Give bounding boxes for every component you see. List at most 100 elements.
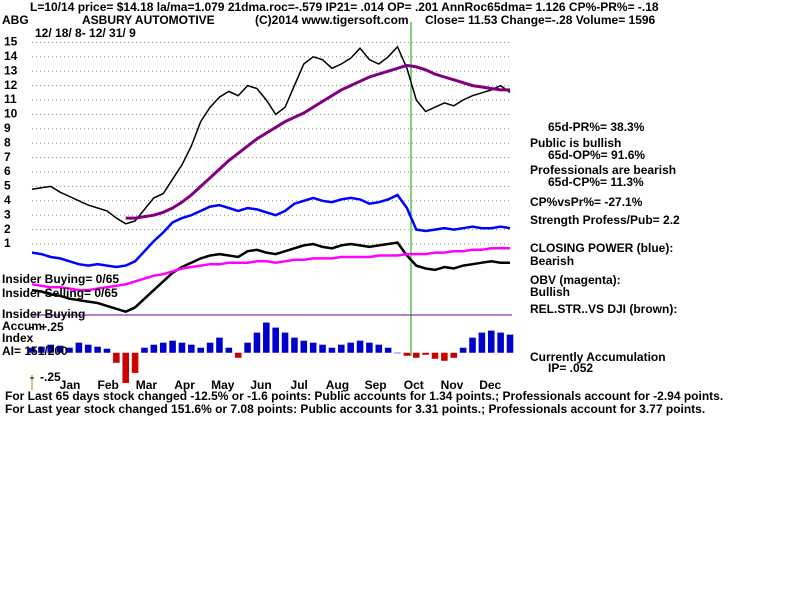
accum-bar	[487, 330, 495, 353]
symbol: ABG	[2, 13, 29, 27]
x-tick-label: Aug	[326, 378, 349, 392]
y-tick-label: 9	[4, 121, 11, 135]
accum-bar	[56, 345, 64, 353]
footer-line: For Last 65 days stock changed -12.5% or…	[5, 389, 723, 403]
accum-bar	[412, 352, 420, 358]
y-tick-label: 6	[4, 164, 11, 178]
company: ASBURY AUTOMOTIVE	[82, 13, 215, 27]
side-label: 65d-PR%= 38.3%	[548, 120, 645, 134]
y-tick-label: 15	[4, 35, 18, 49]
copyright: (C)2014 www.tigersoft.com	[255, 13, 409, 27]
accum-bar	[169, 340, 176, 353]
accum-bar	[338, 344, 345, 353]
accum-bar	[272, 327, 279, 353]
accum-bar	[441, 352, 448, 361]
y-tick-label: 8	[4, 135, 11, 149]
accum-bar	[244, 342, 251, 353]
y-tick-label: 2	[4, 222, 11, 236]
footer-line: For Last year stock changed 151.6% or 7.…	[5, 402, 705, 416]
accum-bar	[188, 344, 195, 353]
accum-bar	[84, 344, 92, 353]
accum-bar	[459, 347, 467, 353]
accum-bar	[197, 347, 204, 353]
accum-bar	[253, 332, 261, 353]
accum-bar	[394, 352, 401, 354]
x-tick-label: May	[211, 378, 235, 392]
x-tick-label: Feb	[98, 378, 119, 392]
side-label: Currently Accumulation	[530, 350, 666, 364]
series-line	[31, 247, 510, 292]
side-label: Bearish	[530, 254, 574, 268]
x-tick-label: Jul	[291, 378, 308, 392]
insider-label: Accum	[2, 319, 42, 333]
quote: Close= 11.53 Change=-.28 Volume= 1596	[425, 13, 656, 27]
y-tick-label: 10	[4, 107, 18, 121]
accum-bar	[234, 352, 242, 358]
accum-bar	[94, 346, 101, 353]
header-line: L=10/14 price= $14.18 la/ma=1.079 21dma.…	[30, 0, 659, 14]
y-tick-label: 14	[4, 49, 18, 63]
accum-bar	[497, 332, 504, 353]
date-range: 12/ 18/ 8- 12/ 31/ 9	[35, 26, 136, 40]
accum-bar	[216, 337, 223, 353]
side-label: CLOSING POWER (blue):	[530, 241, 673, 255]
accum-bar	[141, 347, 148, 353]
side-label: IP= .052	[548, 361, 593, 375]
accum-bar	[113, 352, 120, 363]
accum-bar	[225, 347, 233, 353]
side-label: REL.STR..VS DJI (brown):	[530, 302, 677, 316]
accum-bar	[431, 352, 439, 359]
y-tick-label: 7	[4, 150, 11, 164]
y2-tick-label: -.25	[40, 370, 61, 384]
accum-bar	[506, 334, 514, 353]
accum-bar	[422, 352, 429, 355]
accum-bar	[281, 332, 289, 353]
x-tick-label: Dec	[479, 378, 501, 392]
y-tick-label: 13	[4, 63, 18, 77]
accum-bar	[309, 342, 317, 353]
insider-label: Index	[2, 331, 34, 345]
accum-bar	[263, 322, 270, 353]
accum-bar	[356, 340, 364, 353]
accum-bar	[300, 340, 308, 353]
series-line	[31, 241, 510, 314]
x-tick-label: Jun	[250, 378, 271, 392]
y-tick-label: 3	[4, 207, 11, 221]
side-label: 65d-OP%= 91.6%	[548, 148, 645, 162]
accum-bar	[328, 347, 336, 353]
insider-label: Insider Buying= 0/65	[2, 272, 119, 286]
side-label: CP%vsPr%= -27.1%	[530, 195, 643, 209]
accum-bar	[178, 342, 186, 353]
series-line	[31, 45, 511, 225]
side-label: OBV (magenta):	[530, 273, 621, 287]
x-tick-label: Mar	[136, 378, 158, 392]
x-tick-label: Nov	[441, 378, 464, 392]
side-label: Professionals are bearish	[530, 163, 676, 177]
accum-bar	[103, 348, 111, 353]
x-tick-label: Jan	[60, 378, 81, 392]
y-tick-label: 12	[4, 78, 18, 92]
accum-bar	[159, 342, 167, 353]
accum-bar	[206, 342, 214, 353]
y2-tick-label: +.25	[40, 320, 64, 334]
y-tick-label: 4	[4, 193, 11, 207]
accum-bar	[403, 352, 411, 356]
accum-bar	[347, 342, 354, 353]
side-label: Bullish	[530, 285, 570, 299]
insider-label: AI= 151/200	[2, 344, 68, 358]
accum-bar	[478, 332, 486, 353]
accum-bar	[150, 344, 158, 353]
x-tick-label: Sep	[365, 378, 387, 392]
accum-bar	[384, 347, 392, 353]
accum-bar	[28, 347, 36, 353]
accum-bar	[47, 344, 55, 353]
y-tick-label: 5	[4, 179, 11, 193]
accum-bar	[122, 352, 130, 383]
accum-bar	[319, 344, 326, 353]
accum-bar	[75, 342, 83, 353]
series-line	[31, 193, 511, 269]
insider-label: Insider Buying	[2, 307, 85, 321]
accum-bar	[38, 346, 45, 353]
side-label: 65d-CP%= 11.3%	[548, 175, 644, 189]
